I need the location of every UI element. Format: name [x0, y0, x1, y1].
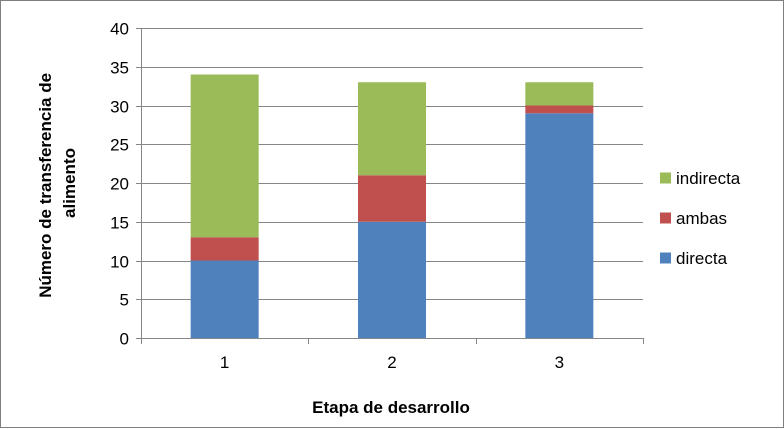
x-axis-title: Etapa de desarrollo	[312, 398, 470, 417]
y-tick-label-20: 20	[110, 175, 129, 194]
bar-directa-2	[358, 221, 426, 338]
y-tick-label-35: 35	[110, 59, 129, 78]
bar-ambas-3	[525, 105, 594, 114]
axes	[136, 28, 644, 344]
bars	[190, 74, 594, 338]
bar-indirecta-3	[525, 82, 594, 106]
y-tick-label-25: 25	[110, 136, 129, 155]
y-axis-title: Número de transferencia de alimento	[36, 68, 79, 298]
y-axis-title-line-1: Número de transferencia de	[36, 73, 55, 298]
y-tick-label-30: 30	[110, 98, 129, 117]
bar-indirecta-1	[190, 74, 259, 238]
legend-swatch-ambas	[660, 212, 671, 224]
legend-label-indirecta: indirecta	[676, 169, 741, 188]
bar-directa-1	[190, 260, 259, 338]
y-axis-title-line-2: alimento	[60, 148, 79, 218]
legend: indirecta ambas directa	[660, 169, 741, 268]
y-tick-label-15: 15	[110, 214, 129, 233]
legend-swatch-indirecta	[660, 172, 671, 184]
tick-labels: 0 5 10 15 20 25 30 35 40 1 2 3	[110, 20, 564, 373]
x-tick-label-2: 2	[387, 353, 396, 372]
bar-ambas-2	[358, 175, 426, 222]
y-tick-label-5: 5	[120, 291, 129, 310]
x-tick-label-3: 3	[555, 353, 564, 372]
x-tick-label-1: 1	[220, 353, 229, 372]
bar-indirecta-2	[358, 82, 426, 176]
y-tick-label-40: 40	[110, 20, 129, 39]
legend-label-directa: directa	[676, 249, 728, 268]
bar-ambas-1	[190, 237, 259, 261]
legend-label-ambas: ambas	[676, 209, 727, 228]
legend-swatch-directa	[660, 252, 671, 264]
y-tick-label-0: 0	[120, 330, 129, 349]
bar-directa-3	[525, 113, 594, 338]
y-tick-label-10: 10	[110, 253, 129, 272]
